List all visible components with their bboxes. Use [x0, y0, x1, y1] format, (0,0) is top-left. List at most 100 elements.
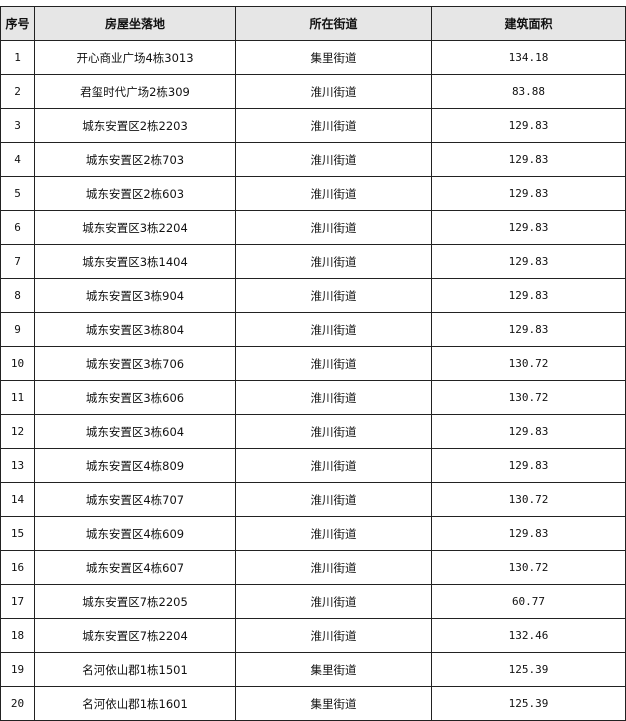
- cell-street: 淮川街道: [235, 482, 432, 517]
- cell-street: 淮川街道: [235, 414, 432, 449]
- cell-area: 130.72: [431, 550, 626, 585]
- cell-index: 9: [0, 312, 35, 347]
- cell-street: 淮川街道: [235, 142, 432, 177]
- cell-street: 集里街道: [235, 652, 432, 687]
- table-row: 2 君玺时代广场2栋309 淮川街道 83.88: [0, 74, 626, 109]
- header-index: 序号: [0, 6, 35, 41]
- cell-area: 129.83: [431, 414, 626, 449]
- cell-index: 3: [0, 108, 35, 143]
- cell-address: 开心商业广场4栋3013: [34, 40, 236, 75]
- table-row: 3 城东安置区2栋2203 淮川街道 129.83: [0, 108, 626, 143]
- cell-street: 淮川街道: [235, 584, 432, 619]
- cell-index: 8: [0, 278, 35, 313]
- table-row: 8 城东安置区3栋904 淮川街道 129.83: [0, 278, 626, 313]
- cell-area: 129.83: [431, 142, 626, 177]
- table-row: 5 城东安置区2栋603 淮川街道 129.83: [0, 176, 626, 211]
- cell-area: 130.72: [431, 380, 626, 415]
- cell-address: 城东安置区3栋2204: [34, 210, 236, 245]
- cell-index: 16: [0, 550, 35, 585]
- cell-address: 城东安置区2栋703: [34, 142, 236, 177]
- cell-index: 7: [0, 244, 35, 279]
- cell-street: 淮川街道: [235, 448, 432, 483]
- table-row: 6 城东安置区3栋2204 淮川街道 129.83: [0, 210, 626, 245]
- header-area: 建筑面积: [431, 6, 626, 41]
- cell-area: 125.39: [431, 686, 626, 721]
- cell-street: 淮川街道: [235, 380, 432, 415]
- cell-index: 18: [0, 618, 35, 653]
- table-row: 14 城东安置区4栋707 淮川街道 130.72: [0, 482, 626, 517]
- cell-index: 6: [0, 210, 35, 245]
- cell-area: 129.83: [431, 244, 626, 279]
- cell-index: 12: [0, 414, 35, 449]
- cell-address: 名河依山郡1栋1601: [34, 686, 236, 721]
- cell-street: 淮川街道: [235, 550, 432, 585]
- cell-index: 2: [0, 74, 35, 109]
- cell-index: 10: [0, 346, 35, 381]
- table-row: 20 名河依山郡1栋1601 集里街道 125.39: [0, 686, 626, 721]
- cell-index: 1: [0, 40, 35, 75]
- cell-area: 83.88: [431, 74, 626, 109]
- cell-index: 11: [0, 380, 35, 415]
- cell-area: 129.83: [431, 448, 626, 483]
- cell-index: 5: [0, 176, 35, 211]
- cell-index: 14: [0, 482, 35, 517]
- cell-area: 132.46: [431, 618, 626, 653]
- cell-area: 134.18: [431, 40, 626, 75]
- cell-address: 城东安置区4栋607: [34, 550, 236, 585]
- table-row: 16 城东安置区4栋607 淮川街道 130.72: [0, 550, 626, 585]
- cell-area: 129.83: [431, 312, 626, 347]
- cell-area: 125.39: [431, 652, 626, 687]
- property-table: 序号 房屋坐落地 所在街道 建筑面积 1 开心商业广场4栋3013 集里街道 134.…: [0, 6, 626, 721]
- table-row: 7 城东安置区3栋1404 淮川街道 129.83: [0, 244, 626, 279]
- cell-area: 129.83: [431, 278, 626, 313]
- cell-index: 17: [0, 584, 35, 619]
- table-row: 9 城东安置区3栋804 淮川街道 129.83: [0, 312, 626, 347]
- cell-street: 淮川街道: [235, 516, 432, 551]
- table-row: 15 城东安置区4栋609 淮川街道 129.83: [0, 516, 626, 551]
- table-row: 4 城东安置区2栋703 淮川街道 129.83: [0, 142, 626, 177]
- cell-street: 淮川街道: [235, 618, 432, 653]
- cell-address: 君玺时代广场2栋309: [34, 74, 236, 109]
- cell-address: 城东安置区3栋604: [34, 414, 236, 449]
- cell-street: 集里街道: [235, 40, 432, 75]
- cell-address: 城东安置区4栋809: [34, 448, 236, 483]
- table-row: 19 名河依山郡1栋1501 集里街道 125.39: [0, 652, 626, 687]
- cell-address: 城东安置区4栋609: [34, 516, 236, 551]
- cell-index: 4: [0, 142, 35, 177]
- cell-index: 15: [0, 516, 35, 551]
- cell-street: 淮川街道: [235, 74, 432, 109]
- table-row: 1 开心商业广场4栋3013 集里街道 134.18: [0, 40, 626, 75]
- cell-street: 淮川街道: [235, 108, 432, 143]
- cell-address: 城东安置区2栋2203: [34, 108, 236, 143]
- cell-address: 城东安置区3栋804: [34, 312, 236, 347]
- cell-area: 130.72: [431, 482, 626, 517]
- cell-area: 129.83: [431, 210, 626, 245]
- cell-street: 淮川街道: [235, 210, 432, 245]
- table-row: 11 城东安置区3栋606 淮川街道 130.72: [0, 380, 626, 415]
- cell-area: 60.77: [431, 584, 626, 619]
- cell-address: 城东安置区3栋606: [34, 380, 236, 415]
- table-row: 18 城东安置区7栋2204 淮川街道 132.46: [0, 618, 626, 653]
- header-street: 所在街道: [235, 6, 432, 41]
- cell-address: 城东安置区3栋706: [34, 346, 236, 381]
- table-row: 17 城东安置区7栋2205 淮川街道 60.77: [0, 584, 626, 619]
- cell-street: 淮川街道: [235, 176, 432, 211]
- cell-street: 淮川街道: [235, 278, 432, 313]
- table-row: 10 城东安置区3栋706 淮川街道 130.72: [0, 346, 626, 381]
- cell-area: 130.72: [431, 346, 626, 381]
- cell-area: 129.83: [431, 108, 626, 143]
- cell-area: 129.83: [431, 176, 626, 211]
- table-row: 12 城东安置区3栋604 淮川街道 129.83: [0, 414, 626, 449]
- cell-street: 集里街道: [235, 686, 432, 721]
- cell-address: 城东安置区3栋1404: [34, 244, 236, 279]
- cell-address: 城东安置区3栋904: [34, 278, 236, 313]
- cell-index: 19: [0, 652, 35, 687]
- cell-address: 城东安置区4栋707: [34, 482, 236, 517]
- cell-address: 名河依山郡1栋1501: [34, 652, 236, 687]
- table-row: 13 城东安置区4栋809 淮川街道 129.83: [0, 448, 626, 483]
- cell-index: 20: [0, 686, 35, 721]
- cell-street: 淮川街道: [235, 244, 432, 279]
- header-row: 序号 房屋坐落地 所在街道 建筑面积: [0, 6, 626, 41]
- cell-address: 城东安置区7栋2204: [34, 618, 236, 653]
- cell-street: 淮川街道: [235, 312, 432, 347]
